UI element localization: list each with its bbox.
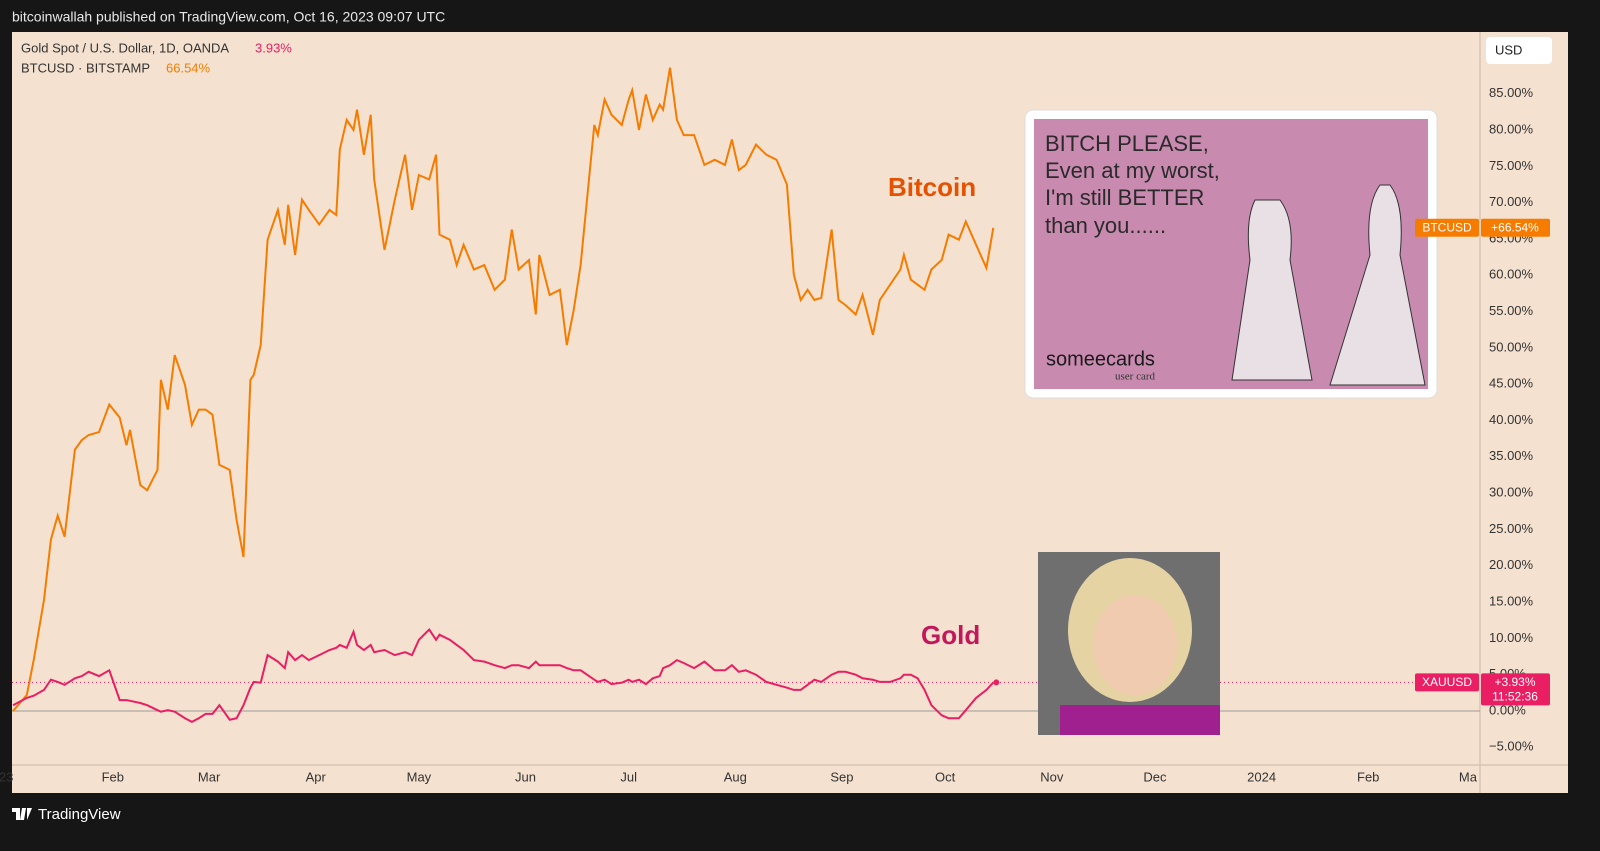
countdown: 11:52:36 xyxy=(1492,690,1538,704)
price-tag xyxy=(1481,218,1550,237)
symbol-tag xyxy=(1415,218,1479,237)
y-tick-label: 50.00% xyxy=(1489,339,1534,354)
x-tick-label: Apr xyxy=(306,769,327,784)
x-tick-label: Nov xyxy=(1040,769,1064,784)
figure xyxy=(1231,199,1313,381)
publisher: bitcoinwallah published on TradingView.c… xyxy=(12,9,445,25)
legend-name: BTCUSD · BITSTAMP xyxy=(21,60,150,75)
x-tick-label: Feb xyxy=(102,769,124,784)
meme-brand: someecards xyxy=(1046,348,1155,370)
symbol-tag-text: BTCUSD xyxy=(1422,220,1472,234)
x-tick-label: May xyxy=(407,769,432,784)
price-tag xyxy=(1481,673,1550,706)
x-tick-label: 2024 xyxy=(1247,769,1276,784)
y-tick-label: 75.00% xyxy=(1489,158,1534,173)
y-tick-label: 10.00% xyxy=(1489,630,1534,645)
y-tick-label: 20.00% xyxy=(1489,557,1534,572)
x-tick-label: Jul xyxy=(620,769,637,784)
x-tick-label: 23 xyxy=(0,769,13,784)
meme-sub: user card xyxy=(1115,371,1156,383)
meme-line: BITCH PLEASE, xyxy=(1045,131,1209,156)
meme-line: I'm still BETTER xyxy=(1045,185,1204,210)
logo xyxy=(12,808,32,820)
x-tick-label: Sep xyxy=(830,769,853,784)
photo xyxy=(1038,552,1220,735)
y-tick-label: 70.00% xyxy=(1489,194,1534,209)
series-line xyxy=(12,67,995,712)
annotation: Bitcoin xyxy=(888,172,976,202)
face xyxy=(1093,595,1177,695)
legend-name: Gold Spot / U.S. Dollar, 1D, OANDA xyxy=(21,40,229,55)
y-tick-label: 85.00% xyxy=(1489,85,1534,100)
legend-change: 3.93% xyxy=(255,40,292,55)
currency[interactable]: USD xyxy=(1495,42,1522,57)
meme-line: than you...... xyxy=(1045,213,1166,238)
y-tick-label: 55.00% xyxy=(1489,303,1534,318)
y-tick-label: 0.00% xyxy=(1489,702,1526,717)
x-tick-label: Jun xyxy=(515,769,536,784)
y-tick-label: 40.00% xyxy=(1489,412,1534,427)
annotation: Gold xyxy=(921,620,980,650)
y-tick-label: 35.00% xyxy=(1489,448,1534,463)
footer-brand: TradingView xyxy=(38,806,121,823)
legend-change: 66.54% xyxy=(166,60,211,75)
meme-card: BITCH PLEASE, Even at my worst, I'm stil… xyxy=(1024,109,1438,399)
y-tick-label: 25.00% xyxy=(1489,521,1534,536)
y-tick-label: −5.00% xyxy=(1489,739,1534,754)
y-tick-label: 15.00% xyxy=(1489,593,1534,608)
x-tick-label: Dec xyxy=(1143,769,1167,784)
footer xyxy=(0,793,1600,851)
currency-button[interactable] xyxy=(1486,37,1552,64)
x-tick-label: Oct xyxy=(935,769,956,784)
y-tick-label: 30.00% xyxy=(1489,485,1534,500)
price-tag-text: +66.54% xyxy=(1491,220,1539,234)
x-tick-label: Ma xyxy=(1459,769,1478,784)
symbol-tag-text: XAUUSD xyxy=(1422,675,1472,689)
y-tick-label: 80.00% xyxy=(1489,121,1534,136)
x-tick-label: Aug xyxy=(724,769,747,784)
price-tag-text: +3.93% xyxy=(1494,675,1535,689)
x-tick-label: Mar xyxy=(198,769,221,784)
symbol-tag xyxy=(1415,673,1479,692)
y-tick-label: 60.00% xyxy=(1489,267,1534,282)
y-tick-label: 45.00% xyxy=(1489,376,1534,391)
figure xyxy=(1329,184,1426,386)
series-line xyxy=(12,628,995,724)
shirt xyxy=(1060,705,1220,735)
x-tick-label: Feb xyxy=(1357,769,1379,784)
last-point xyxy=(993,679,1000,686)
meme-line: Even at my worst, xyxy=(1045,158,1220,183)
